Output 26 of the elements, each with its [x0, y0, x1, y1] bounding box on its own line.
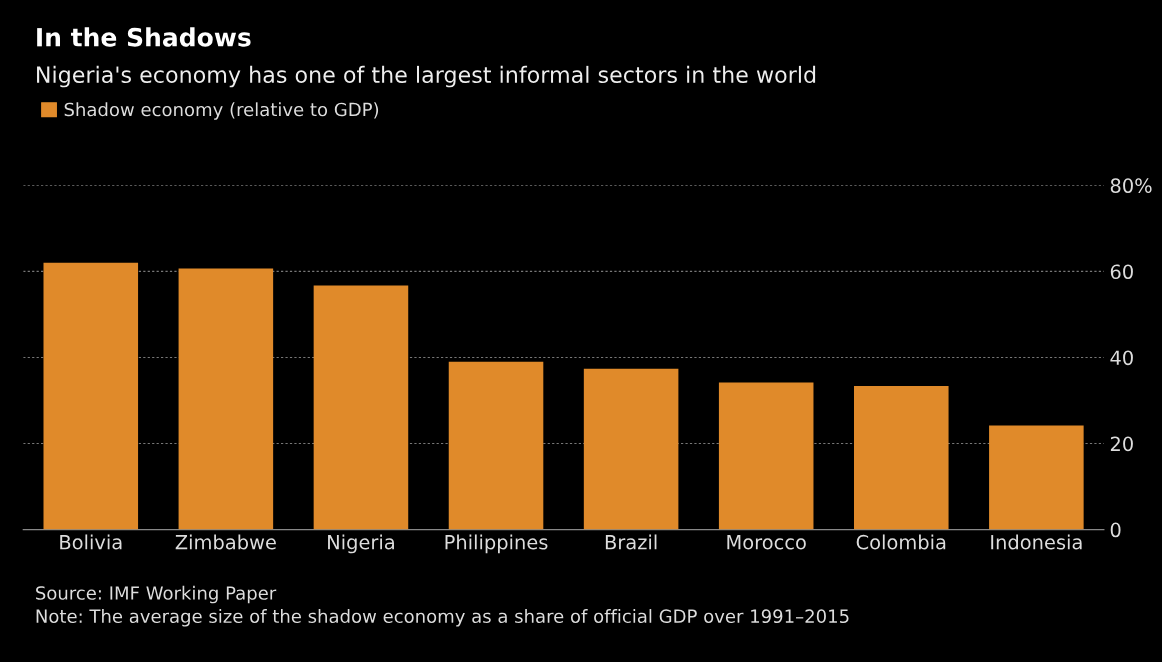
y-tick-label: 60 — [1110, 264, 1133, 280]
y-tick-label: 80% — [1110, 178, 1152, 194]
x-tick-label: Philippines — [445, 534, 548, 554]
bar — [448, 361, 544, 530]
bar — [583, 368, 679, 530]
x-tick-label: Colombia — [856, 534, 946, 550]
bar — [718, 382, 814, 530]
y-tick-label: 40 — [1110, 350, 1133, 366]
x-tick-label: Zimbabwe — [175, 534, 276, 550]
y-tick-label: 0 — [1110, 522, 1121, 538]
x-tick-label: Brazil — [605, 534, 657, 550]
bar — [313, 285, 409, 530]
x-tick-label: Nigeria — [328, 534, 394, 554]
text: Note: The average size of the shadow economy as a share of official GDP over 1991–2015 — [36, 609, 849, 627]
x-tick-label: Indonesia — [991, 534, 1082, 550]
bar — [854, 385, 949, 530]
y-tick-label: 20 — [1110, 436, 1133, 452]
bar — [989, 425, 1084, 530]
chart-subtitle: Nigeria's economy has one of the largest informal sectors in the world — [37, 65, 816, 88]
x-tick-label: Morocco — [727, 535, 806, 550]
source-note: Source: IMF Working Paper — [36, 585, 277, 604]
x-tick-label: Bolivia — [60, 534, 122, 550]
bar — [43, 262, 139, 530]
bar — [178, 268, 274, 530]
chart-title: In the Shadows — [37, 27, 251, 47]
legend-label: Shadow economy (relative to GDP) — [64, 102, 379, 120]
